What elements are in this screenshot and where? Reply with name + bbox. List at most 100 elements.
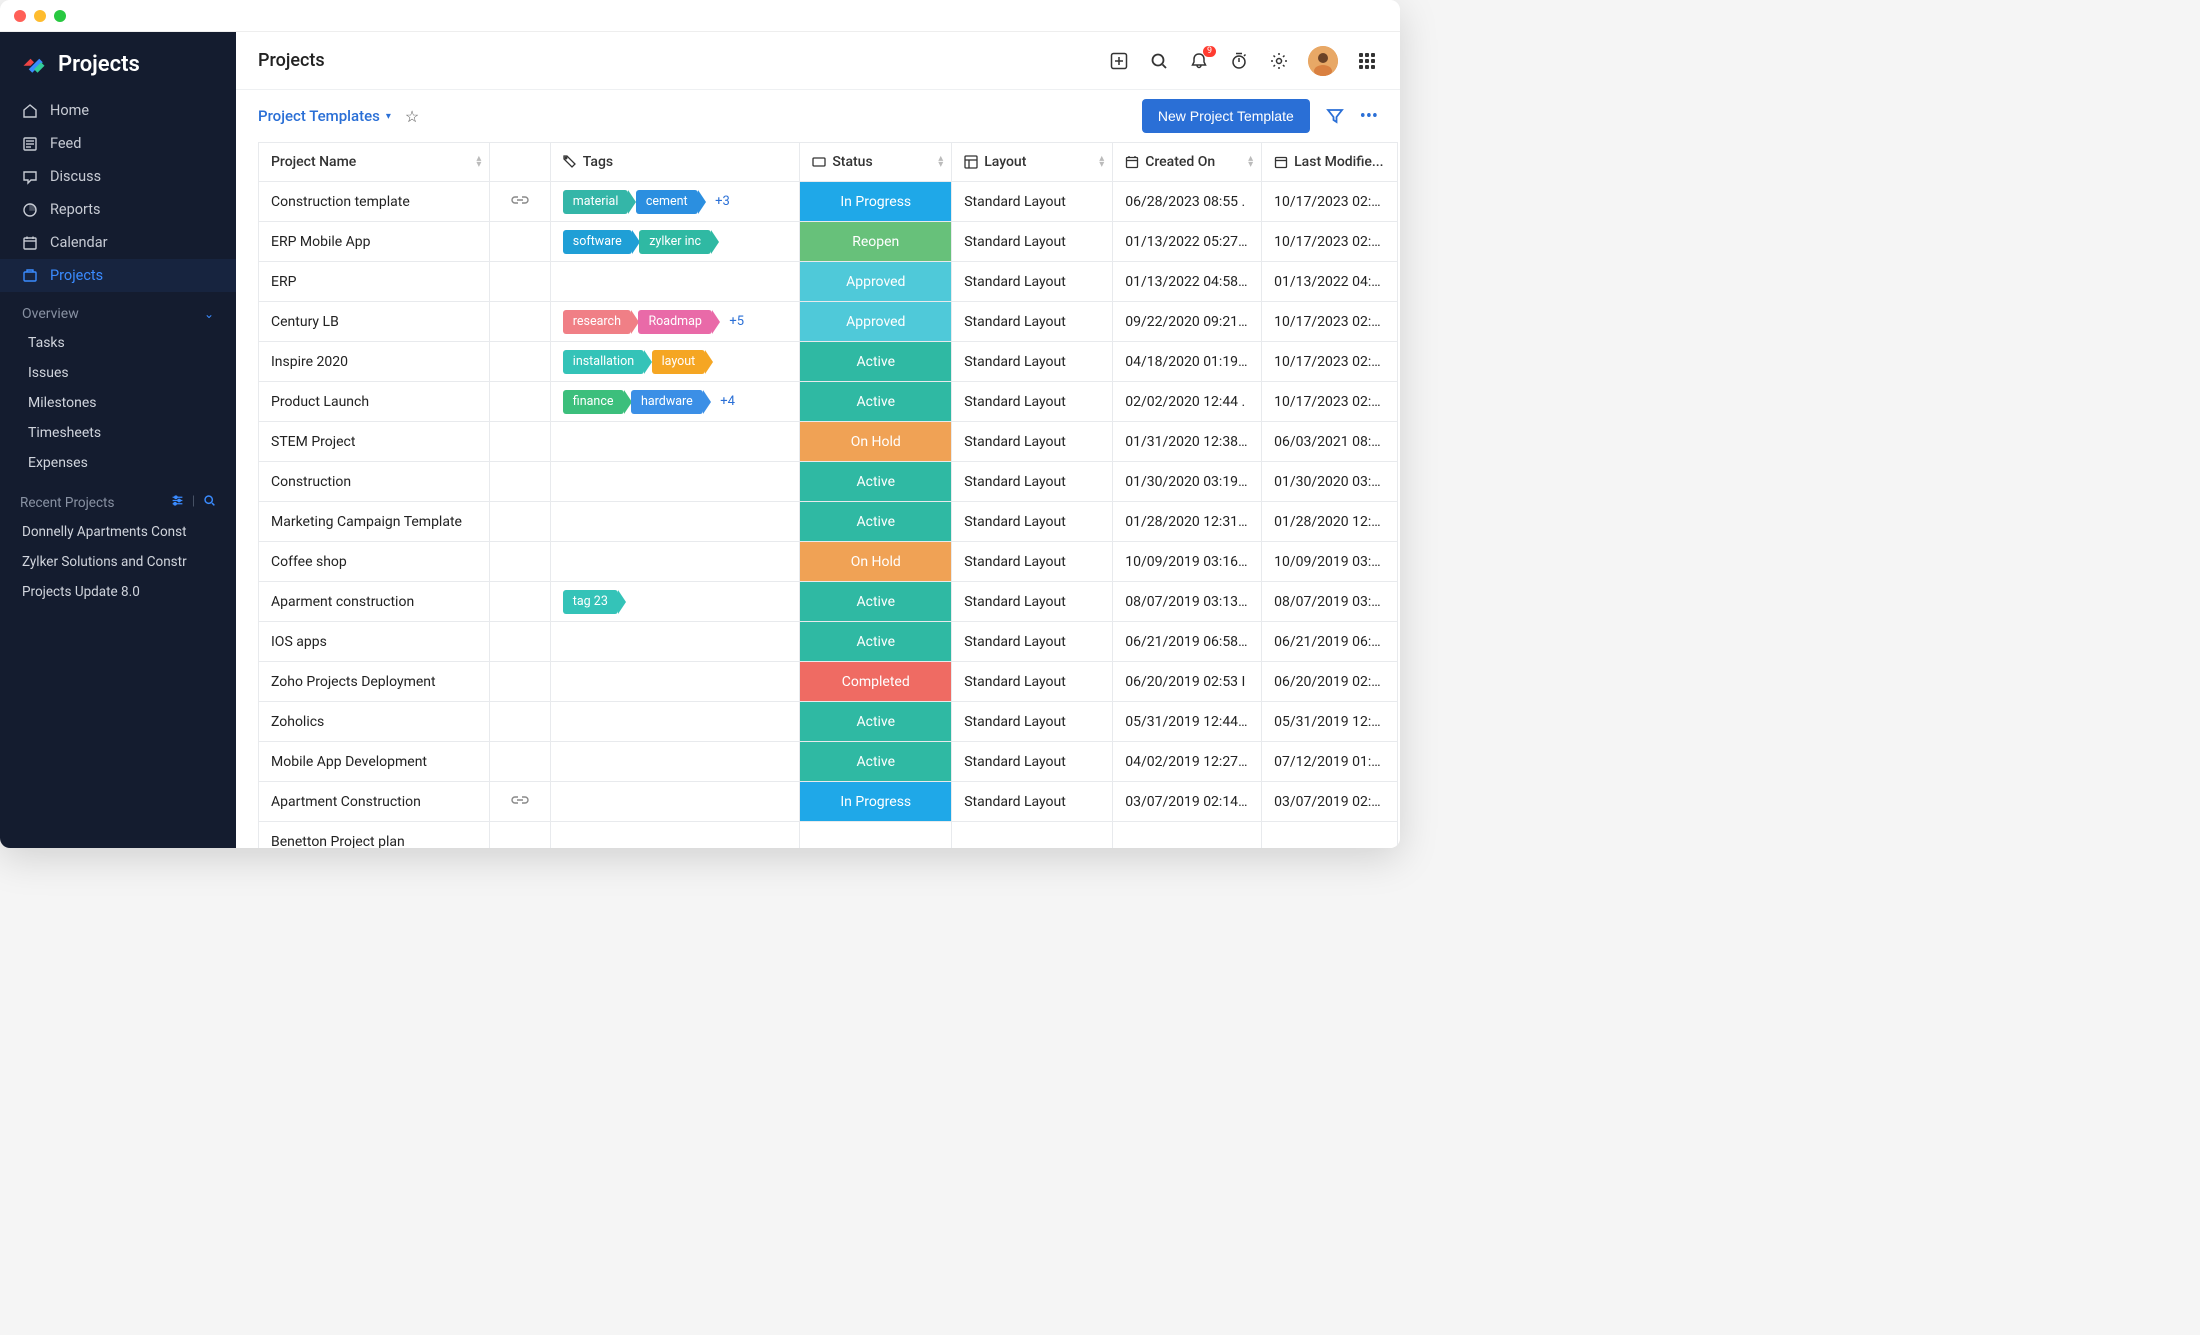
cell-created: 06/28/2023 08:55 . [1113, 182, 1262, 222]
tag-chip[interactable]: software [563, 230, 632, 254]
tag-chip[interactable]: installation [563, 350, 644, 374]
search-recent-icon[interactable] [203, 494, 216, 511]
maximize-window-button[interactable] [54, 10, 66, 22]
overview-item-expenses[interactable]: Expenses [0, 448, 236, 478]
overview-item-issues[interactable]: Issues [0, 358, 236, 388]
cell-name: Zoho Projects Deployment [259, 662, 490, 702]
caret-down-icon: ▾ [386, 111, 391, 122]
cell-tags [550, 462, 800, 502]
table-row[interactable]: Coffee shopOn HoldStandard Layout10/09/2… [259, 542, 1398, 582]
cell-link [490, 262, 550, 302]
cell-tags [550, 262, 800, 302]
col-modified[interactable]: Last Modifie... [1262, 143, 1398, 182]
table-row[interactable]: Mobile App DevelopmentActiveStandard Lay… [259, 742, 1398, 782]
col-layout[interactable]: Layout▴▾ [952, 143, 1113, 182]
col-created[interactable]: Created On▴▾ [1113, 143, 1262, 182]
cell-modified: 03/07/2019 02:14 P [1262, 782, 1398, 822]
star-icon[interactable]: ☆ [405, 107, 419, 126]
table-row[interactable]: Aparment constructiontag 23 ActiveStanda… [259, 582, 1398, 622]
apps-grid-icon[interactable] [1356, 50, 1378, 72]
table-row[interactable]: ERPApprovedStandard Layout01/13/2022 04:… [259, 262, 1398, 302]
cell-tags [550, 622, 800, 662]
search-icon[interactable] [1148, 50, 1170, 72]
table-row[interactable]: Century LBresearch Roadmap +5ApprovedSta… [259, 302, 1398, 342]
overview-item-tasks[interactable]: Tasks [0, 328, 236, 358]
table-row[interactable]: STEM ProjectOn HoldStandard Layout01/31/… [259, 422, 1398, 462]
filter-icon[interactable] [1326, 107, 1344, 125]
cell-modified: 10/09/2019 03:16 P [1262, 542, 1398, 582]
cell-name: IOS apps [259, 622, 490, 662]
overview-item-timesheets[interactable]: Timesheets [0, 418, 236, 448]
recent-item[interactable]: Donnelly Apartments Const [0, 517, 236, 547]
table-row[interactable]: Benetton Project plan [259, 822, 1398, 849]
nav-item-calendar[interactable]: Calendar [0, 226, 236, 259]
cell-name: ERP [259, 262, 490, 302]
sliders-icon[interactable] [171, 494, 184, 511]
tag-chip[interactable]: research [563, 310, 631, 334]
cell-layout: Standard Layout [952, 582, 1113, 622]
overview-item-milestones[interactable]: Milestones [0, 388, 236, 418]
col-tags[interactable]: Tags [550, 143, 800, 182]
tag-chip[interactable]: cement [636, 190, 698, 214]
cell-created: 01/30/2020 03:19 P [1113, 462, 1262, 502]
table-row[interactable]: Construction templatematerial cement +3I… [259, 182, 1398, 222]
nav-label: Home [50, 102, 89, 119]
cell-status: Active [800, 342, 952, 382]
nav-item-projects[interactable]: Projects [0, 259, 236, 292]
table-row[interactable]: ERP Mobile Appsoftware zylker inc Reopen… [259, 222, 1398, 262]
col-link[interactable] [490, 143, 550, 182]
cell-layout: Standard Layout [952, 182, 1113, 222]
templates-dropdown[interactable]: Project Templates ▾ [258, 107, 391, 125]
tag-chip[interactable]: material [563, 190, 629, 214]
col-status[interactable]: Status▴▾ [800, 143, 952, 182]
cell-layout: Standard Layout [952, 702, 1113, 742]
col-project-name[interactable]: Project Name▴▾ [259, 143, 490, 182]
new-project-template-button[interactable]: New Project Template [1142, 99, 1310, 133]
table-scroll[interactable]: Project Name▴▾ Tags Status▴▾ Layout▴▾ Cr… [236, 142, 1400, 848]
cell-modified: 01/30/2020 03:19 . [1262, 462, 1398, 502]
bell-icon[interactable]: 9 [1188, 50, 1210, 72]
cell-name: Mobile App Development [259, 742, 490, 782]
cell-modified: 01/28/2020 12:31 P [1262, 502, 1398, 542]
projects-table: Project Name▴▾ Tags Status▴▾ Layout▴▾ Cr… [258, 142, 1398, 848]
table-row[interactable]: ConstructionActiveStandard Layout01/30/2… [259, 462, 1398, 502]
tag-chip[interactable]: tag 23 [563, 590, 618, 614]
cell-link [490, 822, 550, 849]
table-row[interactable]: Apartment ConstructionIn ProgressStandar… [259, 782, 1398, 822]
table-row[interactable]: Marketing Campaign TemplateActiveStandar… [259, 502, 1398, 542]
tag-chip[interactable]: layout [652, 350, 706, 374]
table-row[interactable]: IOS appsActiveStandard Layout06/21/2019 … [259, 622, 1398, 662]
cell-link [490, 182, 550, 222]
timer-icon[interactable] [1228, 50, 1250, 72]
recent-item[interactable]: Projects Update 8.0 [0, 577, 236, 607]
close-window-button[interactable] [14, 10, 26, 22]
link-icon[interactable] [511, 794, 529, 810]
add-icon[interactable] [1108, 50, 1130, 72]
avatar[interactable] [1308, 46, 1338, 76]
tags-more[interactable]: +4 [720, 394, 735, 409]
nav-item-feed[interactable]: Feed [0, 127, 236, 160]
tag-chip[interactable]: Roadmap [638, 310, 711, 334]
gear-icon[interactable] [1268, 50, 1290, 72]
table-row[interactable]: Product Launchfinance hardware +4ActiveS… [259, 382, 1398, 422]
table-row[interactable]: Zoho Projects DeploymentCompletedStandar… [259, 662, 1398, 702]
table-row[interactable]: ZoholicsActiveStandard Layout05/31/2019 … [259, 702, 1398, 742]
tags-more[interactable]: +5 [729, 314, 744, 329]
overview-section-header[interactable]: Overview ⌄ [0, 292, 236, 328]
cell-created: 10/09/2019 03:16 P [1113, 542, 1262, 582]
tag-chip[interactable]: zylker inc [639, 230, 711, 254]
minimize-window-button[interactable] [34, 10, 46, 22]
more-icon[interactable]: ••• [1360, 106, 1378, 127]
nav-item-reports[interactable]: Reports [0, 193, 236, 226]
tag-chip[interactable]: finance [563, 390, 624, 414]
table-row[interactable]: Inspire 2020installation layout ActiveSt… [259, 342, 1398, 382]
nav-item-discuss[interactable]: Discuss [0, 160, 236, 193]
link-icon[interactable] [511, 194, 529, 210]
tags-more[interactable]: +3 [715, 194, 730, 209]
recent-item[interactable]: Zylker Solutions and Constr [0, 547, 236, 577]
nav-item-home[interactable]: Home [0, 94, 236, 127]
discuss-icon [22, 169, 38, 185]
cell-link [490, 702, 550, 742]
cell-layout: Standard Layout [952, 622, 1113, 662]
tag-chip[interactable]: hardware [631, 390, 703, 414]
